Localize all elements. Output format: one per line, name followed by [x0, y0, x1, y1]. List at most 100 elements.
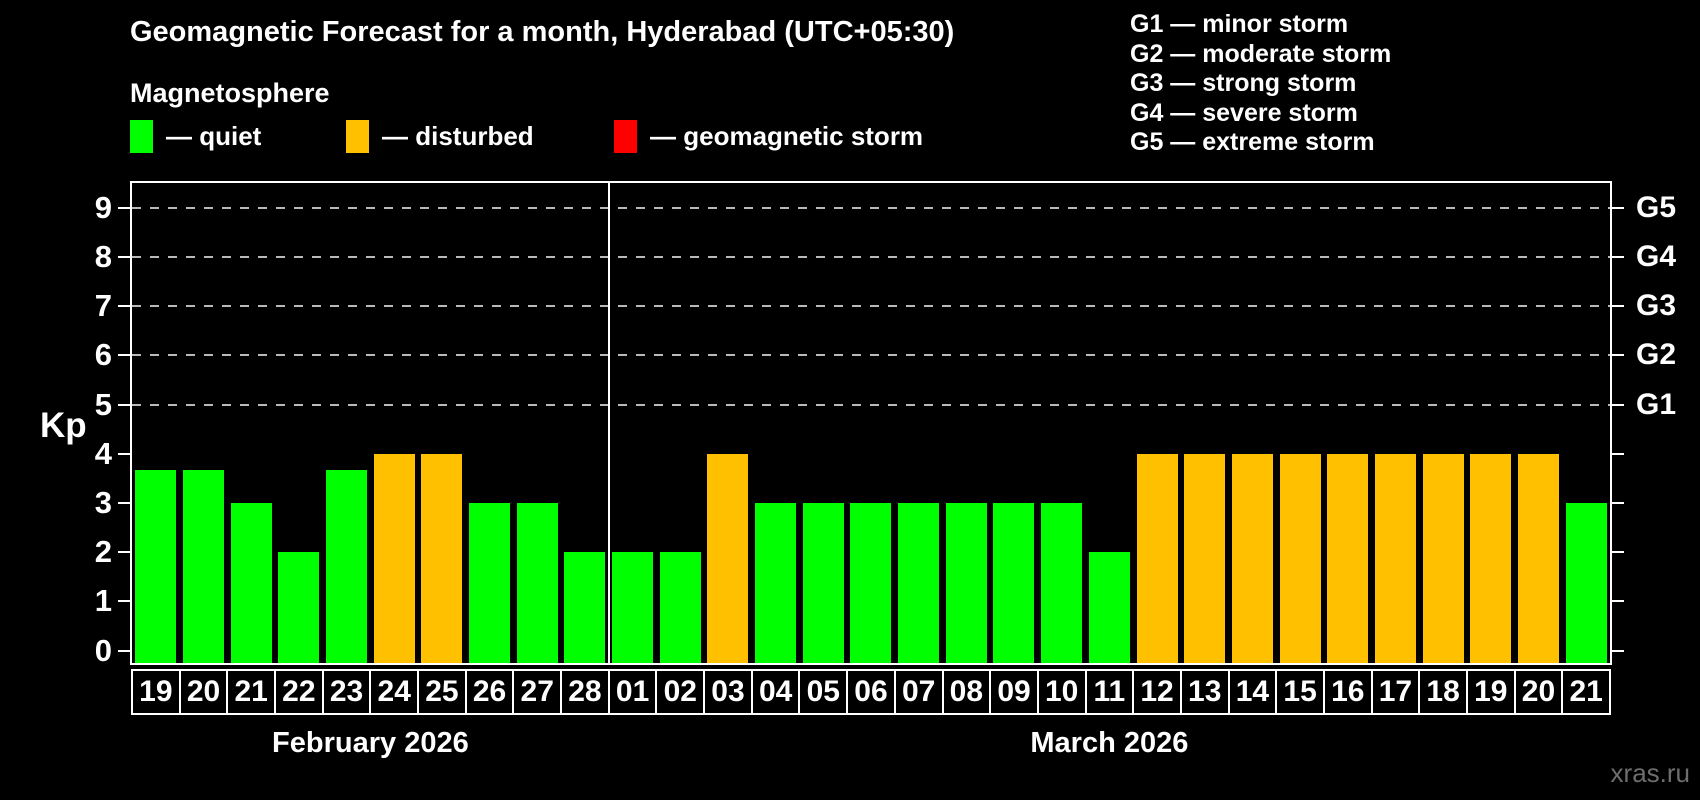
storm-scale-legend: G1 — minor storm G2 — moderate storm G3 — …: [1130, 10, 1391, 158]
date-box-26: 17: [1370, 669, 1421, 715]
y-axis-label-6: 6: [94, 337, 112, 373]
date-box-18: 09: [989, 669, 1039, 715]
y-axis-tick-right-5: [1611, 403, 1624, 406]
kp-bar-18: [1422, 453, 1464, 663]
plot-area: [130, 181, 1612, 665]
right-axis-label-G5: G5: [1636, 190, 1677, 224]
kp-bar-03: [707, 453, 749, 663]
storm-scale-line-4: G4 — severe storm: [1130, 98, 1358, 127]
kp-bar-08: [945, 503, 987, 663]
y-axis-tick-left-1: [118, 600, 131, 603]
y-axis-tick-left-4: [118, 452, 131, 455]
kp-bar-06: [850, 503, 892, 663]
date-box-24: 15: [1275, 669, 1325, 715]
kp-bar-13: [1184, 453, 1226, 663]
storm-scale-line-3: G3 — strong storm: [1130, 69, 1357, 97]
right-axis-label-G1: G1: [1636, 387, 1677, 421]
legend-swatch-storm: [614, 119, 637, 153]
date-box-4: 23: [321, 669, 372, 715]
date-box-10: 01: [607, 669, 658, 715]
y-axis-tick-right-3: [1611, 502, 1624, 504]
gridline-kp-6: [132, 354, 1610, 357]
kp-bar-23: [326, 470, 367, 663]
kp-bar-12: [1136, 453, 1178, 663]
kp-bar-11: [1088, 552, 1130, 663]
y-axis-tick-left-8: [118, 255, 131, 258]
kp-bar-02: [659, 552, 701, 663]
y-axis-tick-left-3: [118, 502, 131, 504]
kp-bar-28: [564, 552, 606, 663]
y-axis-tick-right-1: [1611, 600, 1624, 603]
storm-scale-line-2: G2 — moderate storm: [1130, 39, 1392, 68]
gridline-kp-8: [132, 255, 1610, 258]
y-axis-tick-left-0: [118, 649, 131, 652]
month-label-march: March 2026: [1030, 727, 1189, 759]
date-box-6: 25: [417, 669, 467, 715]
kp-bar-15: [1279, 453, 1321, 663]
kp-bar-22: [278, 552, 320, 663]
date-box-21: 12: [1132, 669, 1182, 715]
date-box-30: 21: [1561, 669, 1611, 715]
date-box-14: 05: [798, 669, 849, 715]
kp-bar-17: [1374, 453, 1416, 663]
y-axis-label-7: 7: [94, 288, 112, 324]
y-axis-tick-right-0: [1611, 649, 1624, 652]
magnetosphere-subtitle: Magnetosphere: [130, 78, 330, 108]
right-axis-label-G2: G2: [1636, 338, 1677, 372]
kp-bar-20: [1517, 453, 1559, 663]
kp-bar-09: [993, 503, 1035, 663]
kp-bar-20: [182, 470, 224, 663]
legend-item-quiet: — quiet: [130, 119, 261, 153]
watermark: xras.ru: [1610, 758, 1690, 788]
y-axis-label-2: 2: [94, 534, 112, 570]
kp-bar-04: [755, 503, 797, 663]
page-title: Geomagnetic Forecast for a month, Hydera…: [130, 16, 955, 48]
y-axis-tick-left-2: [118, 551, 131, 554]
date-box-0: 19: [131, 669, 181, 715]
y-axis-tick-right-7: [1611, 305, 1624, 308]
legend-label-disturbed: — disturbed: [382, 120, 534, 151]
date-box-27: 18: [1418, 669, 1468, 715]
kp-bar-14: [1231, 453, 1273, 663]
y-axis-label-9: 9: [94, 189, 112, 225]
storm-scale-line-5: G5 — extreme storm: [1130, 128, 1375, 156]
date-box-15: 06: [846, 669, 896, 715]
legend-swatch-disturbed: [346, 119, 369, 153]
date-box-17: 08: [941, 669, 992, 715]
kp-bar-05: [802, 503, 844, 663]
date-box-13: 04: [750, 669, 801, 715]
kp-bar-16: [1327, 453, 1369, 663]
date-box-5: 24: [369, 669, 420, 715]
kp-bar-19: [135, 470, 177, 663]
y-axis-tick-left-5: [118, 403, 131, 406]
kp-bar-26: [469, 503, 511, 663]
date-box-2: 21: [226, 669, 277, 715]
kp-bar-25: [421, 453, 463, 663]
legend-label-quiet: — quiet: [166, 120, 262, 151]
kp-bar-24: [373, 453, 415, 663]
y-axis-label-8: 8: [94, 238, 112, 274]
right-axis-label-G3: G3: [1636, 289, 1677, 323]
month-divider-line: [607, 183, 610, 663]
y-axis-tick-right-8: [1611, 255, 1624, 258]
kp-bar-21: [230, 503, 272, 663]
y-axis-label-5: 5: [94, 386, 112, 422]
storm-scale-line-1: G1 — minor storm: [1130, 10, 1349, 38]
gridline-kp-5: [132, 403, 1610, 406]
y-axis-title: Kp: [40, 406, 87, 445]
y-axis-tick-right-6: [1611, 354, 1624, 357]
date-box-1: 20: [178, 669, 229, 715]
date-box-22: 13: [1179, 669, 1230, 715]
date-box-28: 19: [1465, 669, 1516, 715]
date-box-29: 20: [1513, 669, 1564, 715]
date-box-23: 14: [1227, 669, 1278, 715]
legend-item-storm: — geomagnetic storm: [614, 119, 923, 153]
date-box-11: 02: [655, 669, 706, 715]
date-box-19: 10: [1036, 669, 1087, 715]
y-axis-tick-right-9: [1611, 206, 1624, 209]
date-box-12: 03: [703, 669, 753, 715]
date-box-20: 11: [1084, 669, 1135, 715]
date-box-16: 07: [893, 669, 944, 715]
legend-label-storm: — geomagnetic storm: [650, 120, 924, 151]
